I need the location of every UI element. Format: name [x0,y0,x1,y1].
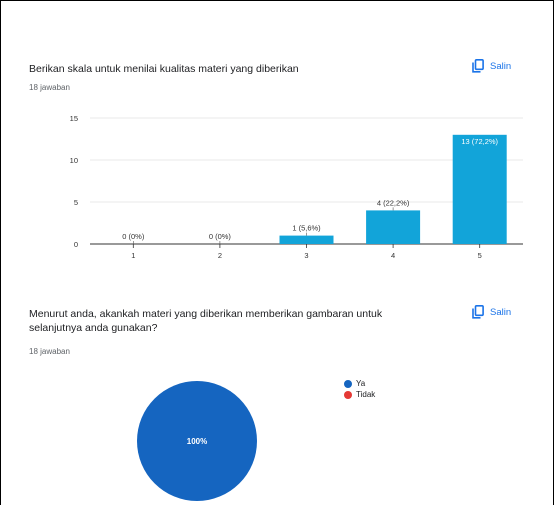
legend-item-tidak[interactable]: Tidak [344,389,375,400]
y-tick-label: 10 [70,156,78,165]
legend-label-tidak: Tidak [356,390,376,399]
data-label-2: 0 (0%) [209,232,232,241]
copy-button-label: Salin [490,60,512,72]
data-label-3: 1 (5,6%) [292,224,321,233]
bar-chart: 0 5 10 15 1 0 (0%) 2 0 (0%) 3 1 (5,6%) 4 4 (22,2%) 5… [70,114,523,260]
copy-chart-button-2[interactable]: Salin [472,305,511,319]
question-2-title-line-1: Menurut anda, akankah materi yang diberi… [29,308,383,320]
question-2-title-line-2: selanjutnya anda gunakan? [29,322,158,334]
x-tick-label: 5 [478,251,482,260]
y-tick-label: 5 [74,198,78,207]
legend-dot-ya [344,379,352,388]
question-2-title: Menurut anda, akankah materi yang diberi… [29,307,382,335]
legend-label-ya: Ya [356,379,366,388]
data-label-5: 13 (72,2%) [461,137,498,146]
copy-chart-button-1[interactable]: Salin [472,59,511,73]
copy-button-label: Salin [490,306,512,318]
bar-3 [279,235,334,244]
copy-icon [472,305,484,319]
bar-4 [366,210,421,244]
question-2-response-count: 18 jawaban [29,347,70,356]
data-label-4: 4 (22,2%) [377,198,410,207]
y-tick-label: 0 [74,240,78,249]
x-tick-label: 3 [304,251,308,260]
x-tick-label: 4 [391,251,395,260]
bar-5 [452,134,507,244]
legend-item-ya[interactable]: Ya [344,378,375,389]
x-tick-label: 1 [131,251,135,260]
question-1-title: Berikan skala untuk menilai kualitas mat… [29,63,299,75]
x-tick-label: 2 [218,251,222,260]
legend-dot-tidak [344,390,352,399]
data-label-1: 0 (0%) [122,232,145,241]
copy-icon [472,59,484,73]
question-1-response-count: 18 jawaban [29,83,70,92]
pie-legend: Ya Tidak [344,378,375,400]
y-tick-label: 15 [70,114,78,123]
